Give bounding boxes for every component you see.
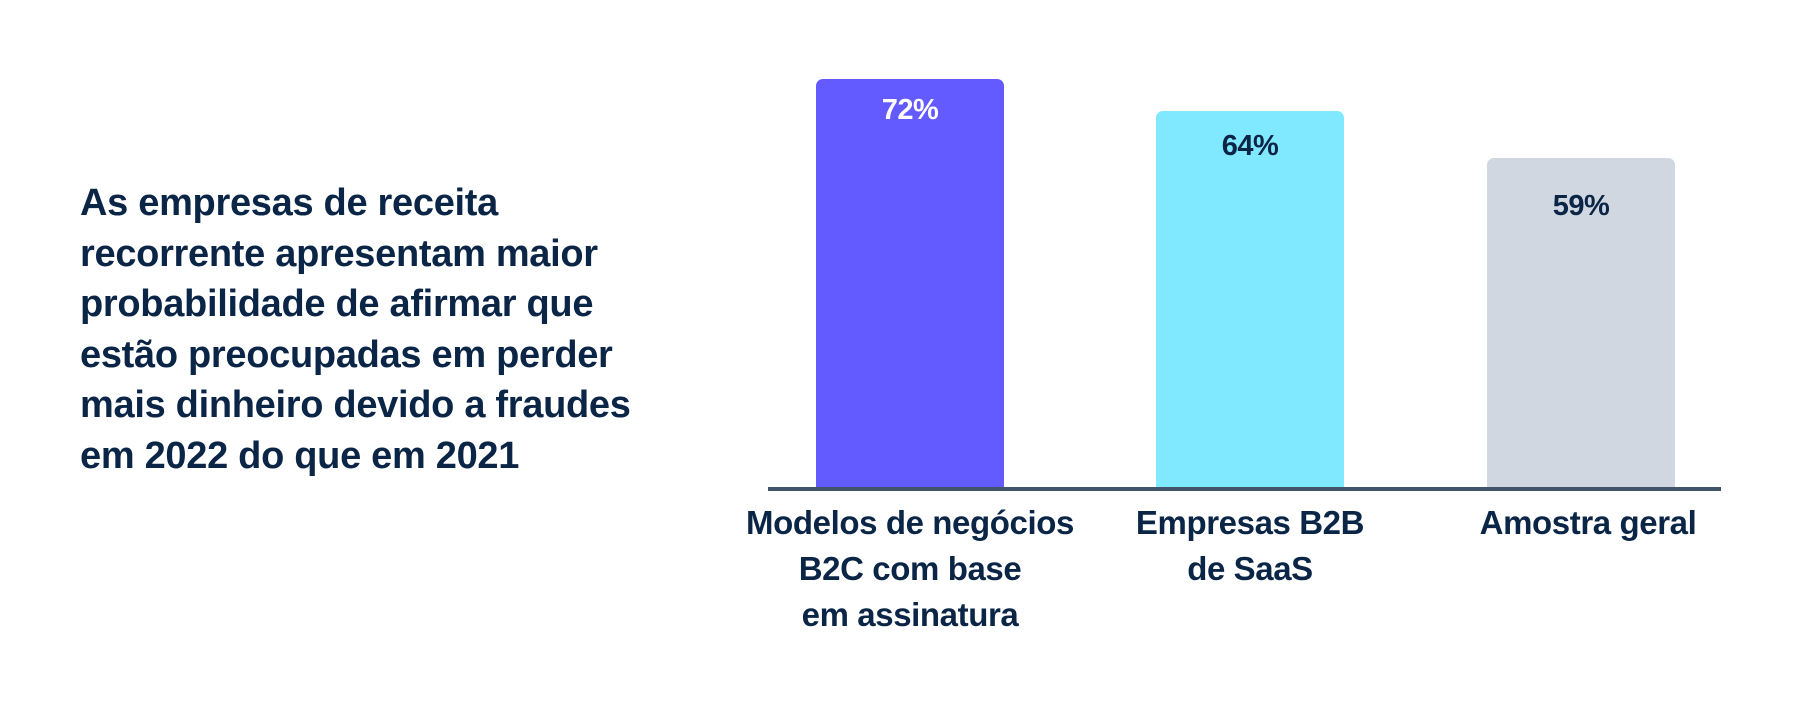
title-line: recorrente apresentam maior (80, 232, 598, 275)
bar-value-label: 72% (881, 94, 939, 126)
bar-value-label: 64% (1221, 130, 1279, 162)
category-line: de SaaS (1187, 550, 1313, 587)
bar-overall-sample: 59% (1487, 158, 1675, 487)
bar-b2c-subscription: 72% (816, 79, 1004, 487)
title-line: mais dinheiro devido a fraudes (80, 384, 631, 426)
category-label-overall: Amostra geral (1388, 500, 1788, 546)
title-line: As empresas de receita (80, 182, 498, 224)
category-line: em assinatura (801, 596, 1019, 633)
x-axis-line (768, 487, 1721, 491)
bar-value-label: 59% (1552, 190, 1610, 222)
title-line: em 2022 do que em 2021 (80, 434, 520, 477)
category-label-b2b: Empresas B2B de SaaS (1050, 500, 1450, 592)
category-line: Amostra geral (1479, 504, 1697, 541)
title-line: probabilidade de afirmar que (80, 283, 594, 325)
category-line: B2C com base (798, 550, 1022, 587)
title-line: estão preocupadas em perder (80, 333, 613, 376)
bar-b2b-saas: 64% (1156, 111, 1344, 487)
category-label-b2c: Modelos de negócios B2C com base em assi… (710, 500, 1110, 638)
category-line: Modelos de negócios (746, 504, 1074, 541)
chart-title: As empresas de receita recorrente aprese… (80, 178, 680, 481)
category-line: Empresas B2B (1135, 504, 1365, 541)
